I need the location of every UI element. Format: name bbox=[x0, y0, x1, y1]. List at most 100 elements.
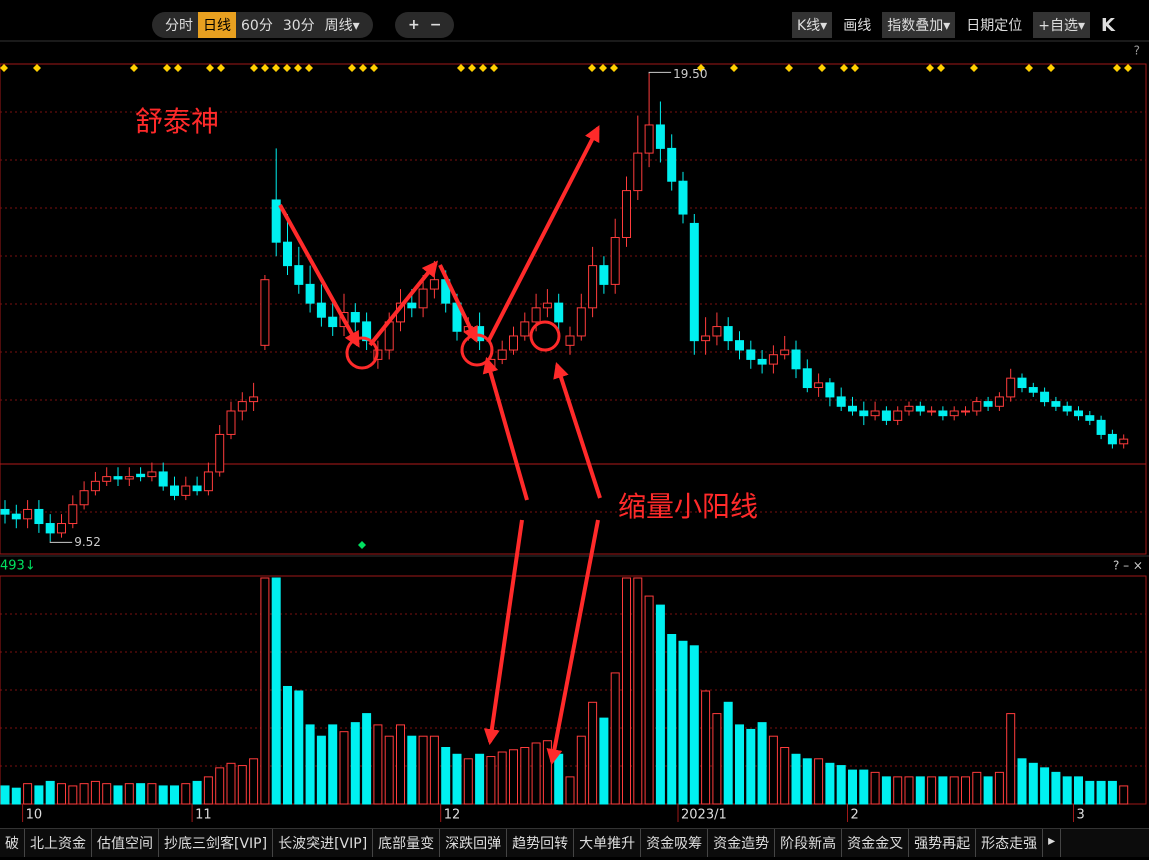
volume-bar bbox=[113, 785, 123, 805]
candle-body bbox=[90, 480, 100, 492]
candle-body bbox=[1006, 377, 1016, 398]
candle-body bbox=[237, 401, 247, 412]
tab[interactable]: 分时 bbox=[165, 18, 193, 34]
candle-body bbox=[136, 473, 146, 478]
button[interactable]: 指数叠加▾ bbox=[882, 12, 956, 38]
candle-body bbox=[949, 410, 959, 417]
volume-bar bbox=[825, 762, 835, 805]
indicator-tab[interactable]: ▸ bbox=[1043, 829, 1062, 857]
volume-bar bbox=[542, 740, 552, 805]
indicator-tab[interactable]: 估值空间 bbox=[92, 829, 159, 857]
volume-bar bbox=[531, 742, 541, 805]
volume-bar bbox=[667, 634, 677, 805]
indicator-tab[interactable]: 阶段新高 bbox=[775, 829, 843, 857]
candle-body bbox=[814, 382, 824, 389]
volume-bar bbox=[249, 758, 259, 805]
volume-bar bbox=[904, 776, 914, 805]
volume-bar bbox=[463, 758, 473, 805]
zoom-in[interactable]: + bbox=[408, 17, 420, 33]
volume-bar bbox=[712, 713, 722, 805]
volume-bar bbox=[554, 753, 564, 805]
indicator-tab[interactable]: 底部量变 bbox=[373, 829, 441, 857]
volume-bar bbox=[1017, 758, 1027, 805]
volume-bar bbox=[622, 577, 631, 805]
candle-body bbox=[113, 476, 123, 480]
candle-body bbox=[768, 354, 778, 365]
volume-controls[interactable]: ? – × bbox=[1113, 559, 1143, 573]
button[interactable]: +自选▾ bbox=[1033, 12, 1091, 38]
volume-bar bbox=[11, 787, 21, 805]
candle-body bbox=[509, 335, 518, 351]
candle-body bbox=[79, 490, 89, 506]
volume-bar bbox=[949, 776, 959, 805]
indicator-tab[interactable]: 资金造势 bbox=[708, 829, 776, 857]
candle-body bbox=[271, 199, 281, 243]
candle-body bbox=[249, 396, 259, 403]
volume-bar bbox=[655, 604, 665, 805]
candle-body bbox=[429, 279, 439, 290]
indicator-tab[interactable]: 抄底三剑客[VIP] bbox=[159, 829, 274, 857]
indicator-tab[interactable]: 趋势回转 bbox=[507, 829, 575, 857]
volume-bar bbox=[350, 722, 360, 805]
candle-body bbox=[531, 307, 541, 323]
x-tick-label: 3 bbox=[1077, 808, 1085, 823]
volume-bar bbox=[23, 783, 33, 805]
indicator-tab[interactable]: 形态走强 bbox=[976, 829, 1044, 857]
indicator-tab[interactable]: 资金吸筹 bbox=[641, 829, 709, 857]
candle-body bbox=[576, 307, 586, 337]
tab[interactable]: 周线▾ bbox=[324, 18, 360, 34]
candle-body bbox=[1028, 387, 1038, 393]
volume-bar bbox=[407, 735, 417, 805]
candle-body bbox=[407, 302, 417, 309]
volume-bar bbox=[848, 769, 857, 805]
tab[interactable]: 30分 bbox=[282, 18, 315, 34]
volume-bar bbox=[870, 771, 880, 805]
zoom-out[interactable]: − bbox=[429, 17, 442, 33]
button[interactable]: 日期定位 bbox=[966, 18, 1023, 34]
x-tick-label: 10 bbox=[26, 808, 43, 823]
indicator-tab[interactable]: 北上资金 bbox=[25, 829, 92, 857]
volume-bar bbox=[746, 728, 756, 805]
volume-bar bbox=[316, 735, 326, 805]
candle-body bbox=[927, 410, 937, 413]
volume-bar bbox=[1085, 780, 1095, 805]
volume-bar bbox=[599, 717, 609, 805]
volume-bar bbox=[678, 640, 688, 805]
x-tick-label: 2 bbox=[851, 808, 859, 823]
candle-body bbox=[68, 504, 78, 525]
candle-body bbox=[1040, 391, 1050, 403]
volume-bar bbox=[836, 765, 846, 805]
volume-bar bbox=[260, 577, 270, 805]
volume-bar bbox=[1096, 780, 1106, 805]
candle-body bbox=[158, 471, 168, 487]
candle-body bbox=[316, 302, 326, 318]
candle-body bbox=[1062, 405, 1072, 412]
indicator-tab[interactable]: 资金金叉 bbox=[842, 829, 910, 857]
volume-bar bbox=[79, 783, 89, 805]
tab[interactable]: 60分 bbox=[241, 18, 273, 34]
candle-body bbox=[961, 410, 970, 413]
indicator-tab[interactable]: 破 bbox=[0, 829, 25, 857]
tab[interactable]: 日线 bbox=[198, 12, 236, 38]
volume-bar bbox=[1028, 762, 1038, 805]
period-bar: 分时 日线 60分 30分 周线▾ bbox=[152, 12, 373, 38]
button[interactable]: 画线 bbox=[843, 18, 872, 34]
button[interactable]: K bbox=[1101, 14, 1115, 36]
indicator-tab[interactable]: 长波突进[VIP] bbox=[273, 829, 374, 857]
help[interactable]: ? bbox=[1134, 44, 1140, 58]
candle-body bbox=[362, 321, 372, 342]
volume-bar bbox=[893, 776, 903, 805]
indicator-tab[interactable]: 深跌回弹 bbox=[440, 829, 508, 857]
volume-bar bbox=[441, 747, 451, 805]
max-leader bbox=[648, 71, 672, 74]
candle-body bbox=[757, 358, 767, 365]
indicator-tab[interactable]: 强势再起 bbox=[909, 829, 977, 857]
candle-body bbox=[294, 265, 304, 285]
candle-body bbox=[689, 222, 699, 342]
indicator-tab[interactable]: 大单推升 bbox=[574, 829, 642, 857]
volume-bar bbox=[339, 731, 349, 805]
volume-bar bbox=[170, 785, 179, 805]
button[interactable]: K线▾ bbox=[792, 12, 833, 38]
